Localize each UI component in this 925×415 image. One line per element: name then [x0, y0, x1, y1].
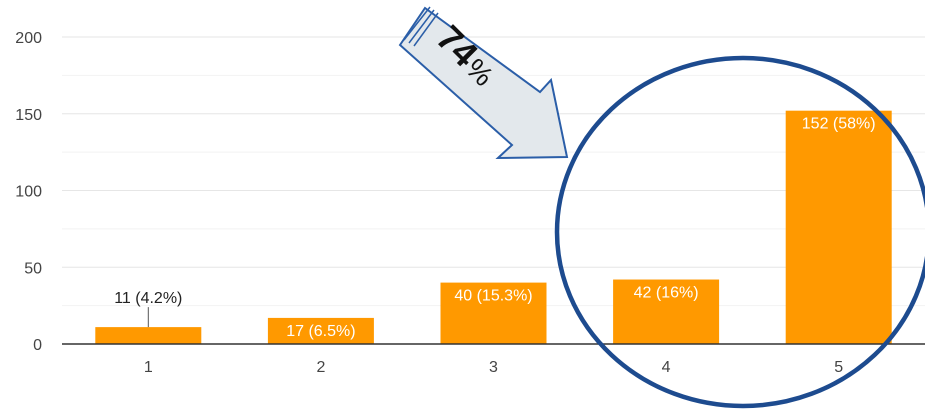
bar	[267, 317, 374, 344]
arrow-shaft-line	[403, 6, 431, 41]
x-tick-label: 1	[144, 359, 153, 376]
data-label: 40 (15.3%)	[454, 288, 532, 305]
arrow-shaft-line	[408, 9, 435, 44]
data-label: 152 (58%)	[802, 116, 876, 133]
data-labels: 11 (4.2%) 17 (6.5%) 40 (15.3%) 42 (16%) 152 …	[114, 116, 875, 340]
y-tick-label: 200	[15, 30, 42, 47]
x-tick-label: 5	[834, 359, 843, 376]
y-tick-label: 100	[15, 184, 42, 201]
y-tick-label: 50	[24, 260, 42, 277]
bar	[440, 282, 547, 344]
x-tick-label: 3	[489, 359, 498, 376]
y-tick-label: 0	[33, 337, 42, 354]
x-tick-label: 4	[662, 359, 671, 376]
y-axis-tick-labels: 0 50 100 150 200	[15, 30, 42, 354]
data-label: 11 (4.2%)	[114, 290, 182, 307]
callout-arrow: 74 %	[398, 6, 569, 160]
highlight-circle	[554, 55, 925, 409]
x-axis-tick-labels: 1 2 3 4 5	[144, 359, 843, 376]
x-tick-label: 2	[316, 359, 325, 376]
arrow-icon	[398, 6, 569, 160]
bar	[785, 110, 892, 345]
y-tick-label: 150	[15, 107, 42, 124]
arrow-shaft-line	[413, 12, 439, 47]
bars	[95, 110, 892, 345]
data-label: 17 (6.5%)	[286, 323, 355, 340]
bar	[613, 279, 720, 344]
bar	[95, 327, 202, 344]
data-label: 42 (16%)	[634, 285, 699, 302]
